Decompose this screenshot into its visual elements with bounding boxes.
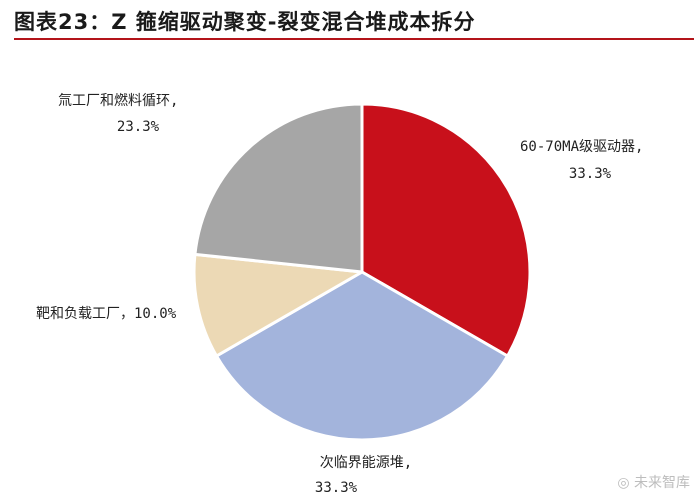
watermark-icon: ◎	[617, 475, 630, 491]
watermark: ◎ 未来智库	[617, 472, 690, 492]
chart-title: 图表23：Z 箍缩驱动聚变-裂变混合堆成本拆分	[14, 10, 476, 34]
pie-slices	[192, 102, 532, 442]
label-target-name: 靶和负载工厂，10.0%	[36, 306, 177, 322]
watermark-text: 未来智库	[634, 475, 690, 491]
label-driver-name: 60-70MA级驱动器,	[520, 139, 643, 155]
label-driver: 60-70MA级驱动器, 33.3%	[520, 139, 643, 182]
pie-slice-4	[193, 102, 364, 274]
pie-slice-2	[215, 270, 509, 442]
label-driver-percent: 33.3%	[569, 166, 612, 182]
label-tritium-name: 氚工厂和燃料循环,	[58, 92, 178, 109]
label-tritium: 氚工厂和燃料循环, 23.3%	[58, 92, 178, 135]
pie-slice-3	[192, 252, 364, 358]
label-reactor-name: 次临界能源堆,	[320, 455, 412, 471]
label-reactor-percent: 33.3%	[315, 480, 358, 496]
label-target: 靶和负载工厂，10.0%	[36, 306, 177, 322]
label-reactor: 次临界能源堆, 33.3%	[315, 455, 412, 496]
label-tritium-percent: 23.3%	[117, 119, 160, 135]
title-divider	[14, 38, 694, 40]
pie-slice-1	[360, 102, 532, 358]
